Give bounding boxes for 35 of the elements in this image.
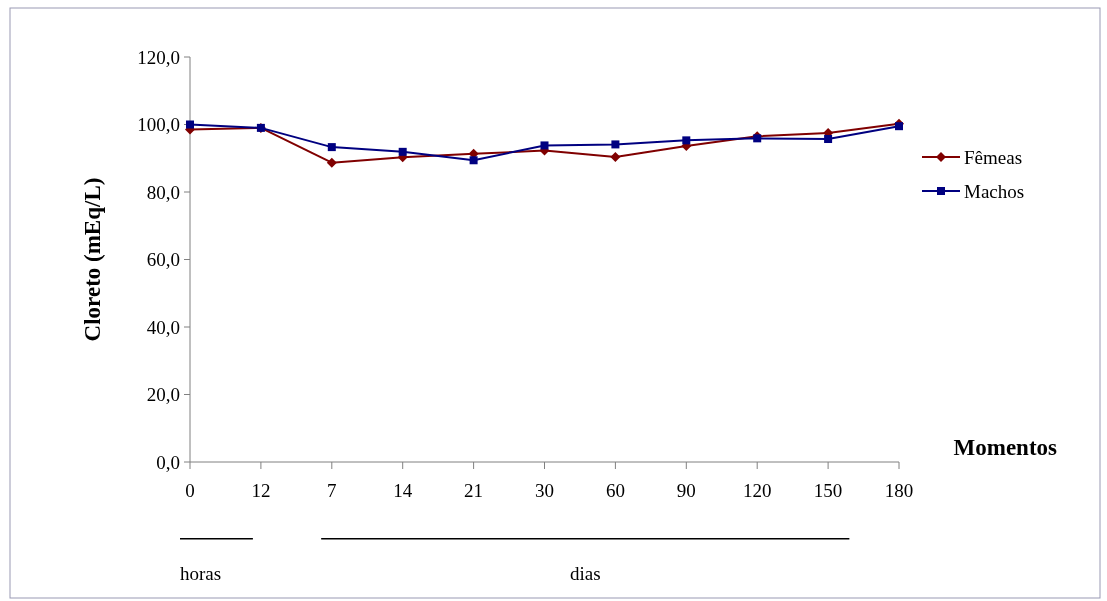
text: dias (569, 563, 601, 584)
x-tick-label: 0 (185, 480, 195, 501)
text: horas (180, 563, 222, 584)
x-tick-label: 60 (605, 480, 625, 501)
point (895, 122, 903, 131)
x-tick-label: 21 (464, 480, 484, 501)
point (682, 136, 691, 145)
x-tick-label: 180 (884, 480, 914, 501)
point (186, 120, 194, 129)
x-tick-label: 150 (813, 480, 843, 501)
x-axis-title: Momentos (953, 435, 1058, 460)
x-tick-label: 7 (327, 480, 337, 501)
legend-label: Machos (964, 180, 1025, 202)
y-tick-label: 80,0 (146, 181, 180, 203)
x-tick-label: 120 (742, 480, 772, 501)
x-tick-label: 90 (676, 480, 696, 501)
point (540, 141, 549, 150)
x-tick-label: 30 (535, 480, 554, 501)
point (398, 147, 407, 156)
y-tick-label: 60,0 (146, 249, 180, 271)
legend-label: Fêmeas (964, 146, 1023, 168)
point (610, 151, 621, 162)
point (326, 157, 337, 168)
y-axis-title: Cloreto (mEq/L) (80, 177, 105, 342)
x-tick-label: 14 (393, 480, 413, 501)
y-tick-label: 20,0 (146, 384, 180, 406)
y-tick-label: 120,0 (137, 46, 180, 68)
y-tick-label: 40,0 (146, 316, 180, 338)
point (611, 140, 620, 149)
point (469, 156, 478, 165)
y-tick-label: 0,0 (156, 451, 180, 473)
point (824, 135, 833, 144)
x-tick-label: 12 (251, 480, 271, 501)
point (327, 143, 336, 152)
y-tick-label: 100,0 (137, 114, 180, 136)
